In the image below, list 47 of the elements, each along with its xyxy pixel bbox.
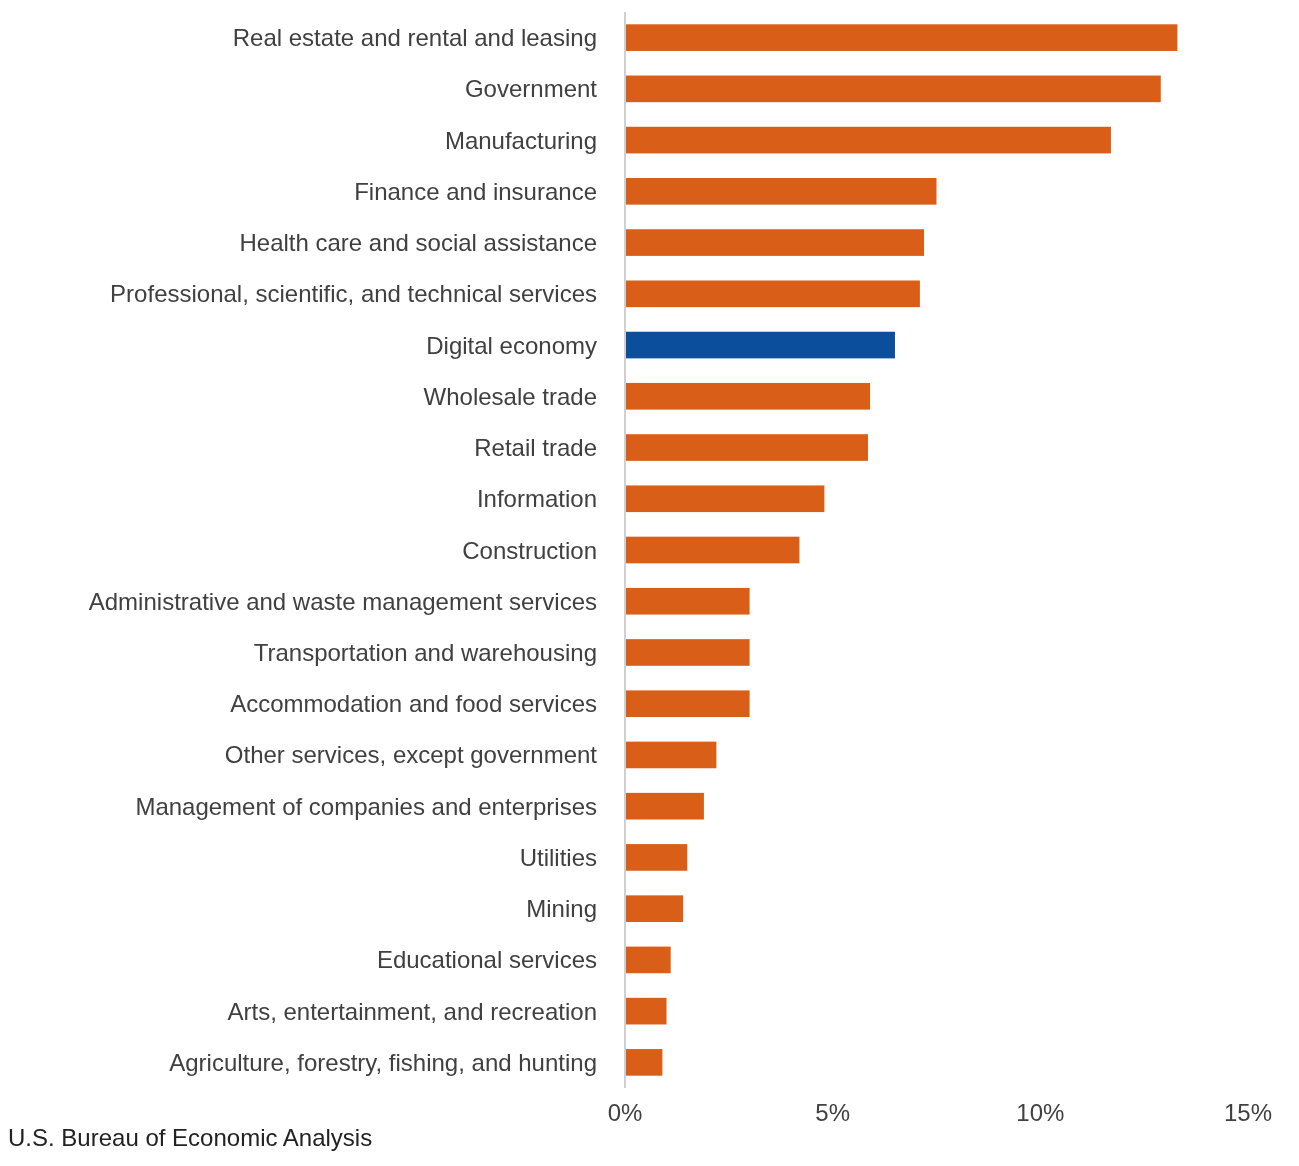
bar	[625, 587, 750, 615]
x-tick-label: 15%	[1223, 1098, 1273, 1126]
bar	[625, 485, 825, 513]
y-tick-label: Professional, scientific, and technical services	[110, 280, 597, 308]
bar	[625, 229, 925, 256]
bar	[625, 178, 937, 205]
y-tick-label: Wholesale trade	[423, 382, 597, 410]
y-tick-label: Finance and insurance	[354, 177, 597, 205]
y-tick-label: Mining	[526, 895, 597, 923]
bar	[625, 126, 1111, 154]
x-tick-label: 10%	[1016, 1098, 1065, 1126]
y-tick-label: Digital economy	[426, 331, 597, 359]
y-tick-label: Government	[464, 75, 598, 103]
y-tick-label: Construction	[462, 536, 597, 564]
x-tick-label: 5%	[815, 1098, 851, 1126]
y-tick-label: Real estate and rental and leasing	[232, 24, 597, 52]
y-tick-label: Utilities	[519, 843, 597, 871]
bar	[625, 844, 688, 871]
text: U.S. Bureau of Economic Analysis	[8, 1124, 373, 1151]
y-tick-label: Retail trade	[474, 434, 597, 462]
y-tick-label: Agriculture, forestry, fishing, and hunting	[169, 1048, 597, 1076]
y-tick-label: Transportation and warehousing	[253, 638, 597, 666]
bar	[625, 24, 1178, 51]
bar	[625, 895, 684, 922]
bar	[625, 690, 750, 718]
x-tick-label: 0%	[607, 1098, 643, 1126]
y-tick-label: Administrative and waste management services	[88, 587, 597, 615]
bar	[625, 946, 671, 974]
y-tick-label: Information	[476, 485, 597, 513]
bar	[625, 331, 895, 359]
bar	[625, 382, 871, 410]
y-tick-label: Educational services	[376, 946, 597, 974]
bar	[625, 792, 704, 820]
bar	[625, 280, 920, 308]
bar	[625, 639, 750, 666]
y-tick-label: Other services, except government	[224, 741, 598, 769]
bar	[625, 75, 1161, 103]
bar	[625, 741, 717, 769]
y-tick-label: Arts, entertainment, and recreation	[227, 997, 597, 1025]
y-tick-label: Manufacturing	[444, 126, 597, 154]
y-tick-label: Management of companies and enterprises	[135, 792, 597, 820]
y-tick-label: Health care and social assistance	[239, 229, 597, 257]
bar	[625, 1049, 663, 1076]
bar	[625, 997, 667, 1025]
bar	[625, 536, 800, 564]
bar	[625, 434, 868, 461]
y-tick-label: Accommodation and food services	[230, 690, 597, 718]
